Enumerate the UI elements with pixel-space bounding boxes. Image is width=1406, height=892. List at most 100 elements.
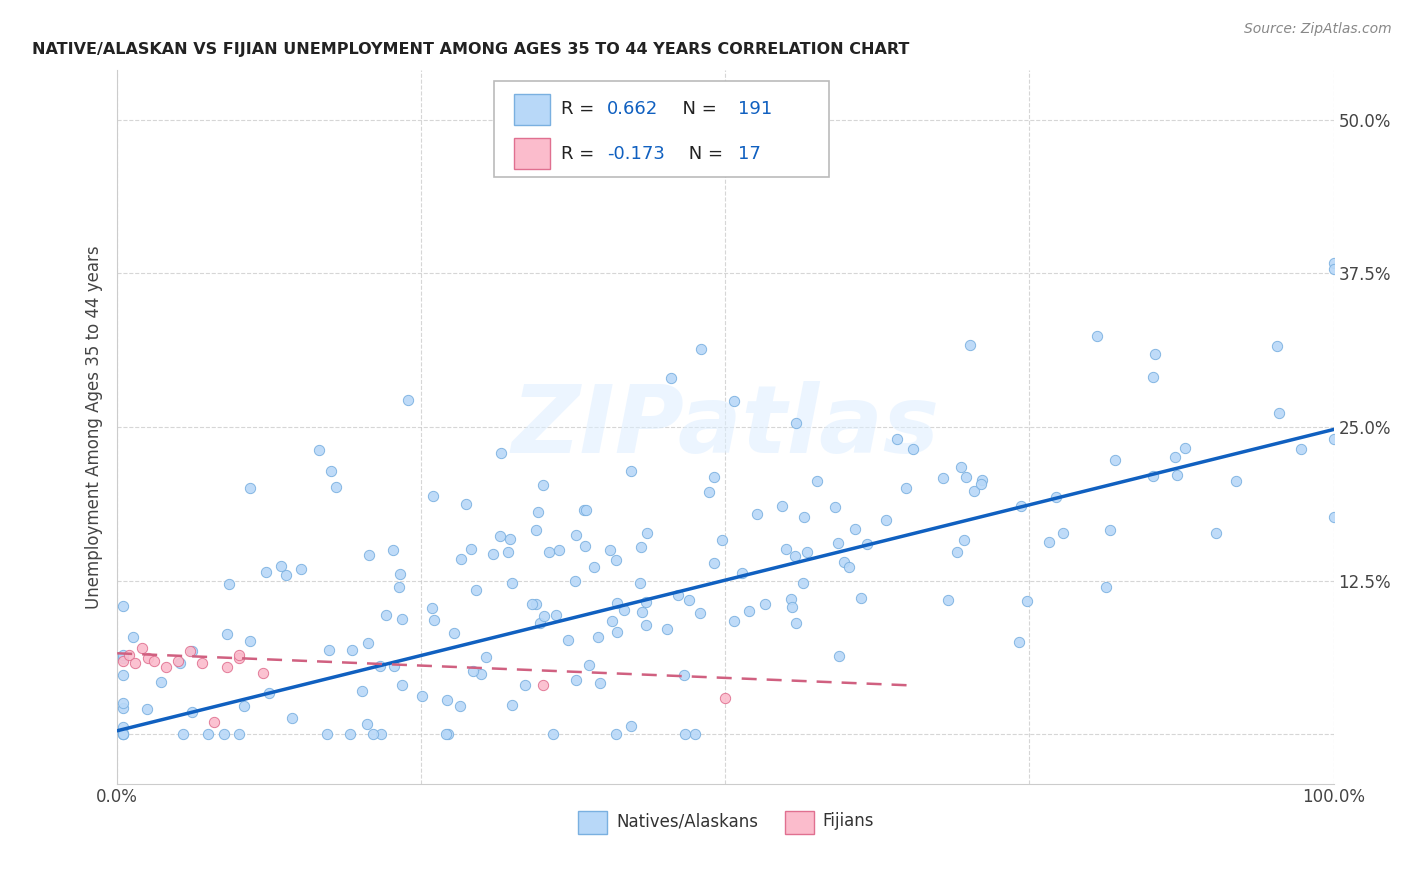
Point (953, 533, 976, 547)
Point (775, 541, 797, 556)
Point (361, 727, 384, 741)
Point (112, 701, 135, 715)
Point (1289, 442, 1312, 456)
Point (564, 574, 586, 588)
Point (785, 549, 807, 563)
Point (136, 651, 159, 665)
Point (1268, 406, 1291, 420)
Point (711, 533, 734, 548)
Point (228, 727, 250, 741)
Point (1098, 523, 1121, 537)
Point (136, 702, 159, 716)
Point (217, 627, 239, 641)
Point (955, 470, 977, 484)
Point (356, 716, 378, 731)
Point (122, 630, 145, 644)
Text: ZIPatlas: ZIPatlas (512, 381, 939, 473)
Point (529, 616, 551, 631)
Point (374, 608, 396, 623)
Point (714, 690, 737, 705)
Point (824, 500, 846, 514)
Point (785, 417, 807, 431)
Point (533, 609, 555, 624)
Point (678, 592, 700, 607)
Point (1045, 490, 1067, 504)
Point (169, 657, 191, 671)
Point (606, 596, 628, 610)
Point (745, 507, 768, 521)
Point (838, 559, 860, 574)
Point (501, 698, 523, 712)
Point (782, 600, 804, 615)
FancyBboxPatch shape (513, 94, 550, 125)
Point (770, 500, 793, 514)
Point (204, 715, 226, 730)
Point (855, 537, 877, 551)
Point (443, 626, 465, 640)
Point (257, 686, 280, 700)
Point (239, 481, 262, 495)
Point (690, 343, 713, 357)
Point (357, 636, 380, 650)
Point (1095, 580, 1118, 594)
Point (112, 654, 135, 668)
Point (1225, 474, 1247, 488)
Point (849, 591, 872, 606)
Point (578, 657, 600, 672)
Point (524, 523, 547, 537)
Point (723, 614, 745, 628)
Point (793, 510, 815, 524)
Point (896, 481, 918, 495)
Point (1142, 468, 1164, 483)
Point (631, 605, 654, 619)
Point (599, 543, 621, 558)
Text: NATIVE/ALASKAN VS FIJIAN UNEMPLOYMENT AMONG AGES 35 TO 44 YEARS CORRELATION CHAR: NATIVE/ALASKAN VS FIJIAN UNEMPLOYMENT AM… (32, 42, 910, 57)
Point (1038, 535, 1060, 549)
Point (703, 470, 725, 484)
Point (697, 484, 720, 499)
Point (489, 528, 512, 542)
FancyBboxPatch shape (495, 81, 828, 178)
Point (391, 678, 413, 692)
Point (636, 525, 658, 540)
Point (531, 678, 554, 692)
Point (1085, 329, 1108, 343)
Point (308, 442, 330, 457)
Point (673, 727, 696, 741)
Point (1010, 499, 1032, 513)
Point (972, 474, 994, 488)
Point (436, 727, 458, 741)
Point (422, 613, 444, 627)
Point (796, 545, 818, 559)
Point (389, 566, 412, 581)
Point (501, 575, 523, 590)
Point (946, 545, 969, 559)
Point (901, 442, 924, 457)
Point (832, 555, 855, 569)
Point (482, 547, 505, 561)
Point (384, 659, 406, 673)
Text: R =: R = (561, 145, 600, 162)
Point (613, 602, 636, 616)
Point (179, 644, 201, 658)
Point (325, 480, 347, 494)
Point (886, 432, 908, 446)
Point (420, 600, 443, 615)
Point (491, 445, 513, 459)
Point (785, 615, 807, 630)
Point (589, 676, 612, 690)
Point (672, 668, 695, 682)
Point (496, 545, 519, 559)
Point (1144, 347, 1167, 361)
Point (659, 371, 682, 385)
Point (461, 664, 484, 678)
Point (630, 540, 652, 554)
Point (970, 477, 993, 491)
Point (454, 497, 477, 511)
Point (434, 727, 457, 741)
Point (936, 592, 959, 607)
Point (180, 706, 202, 720)
Point (828, 648, 851, 663)
Point (131, 641, 153, 656)
Point (524, 598, 547, 612)
